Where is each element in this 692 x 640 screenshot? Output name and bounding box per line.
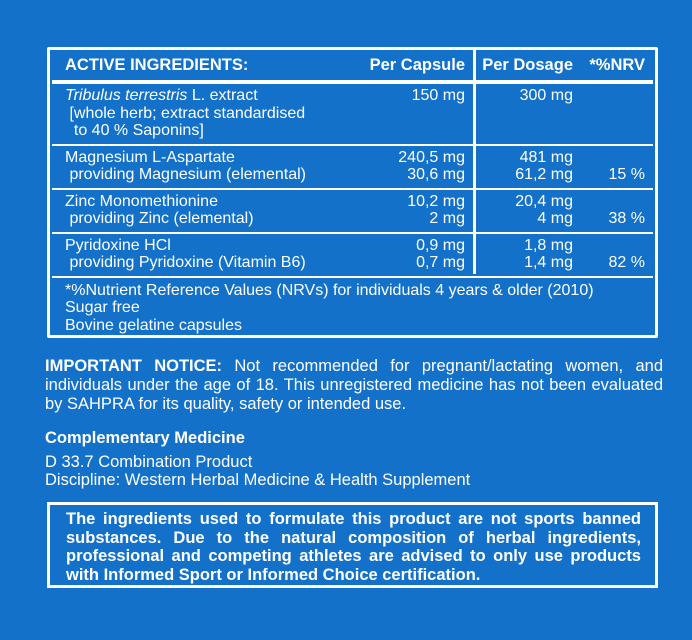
classification-heading: Complementary Medicine: [45, 429, 245, 447]
nrv-value-line: [573, 237, 645, 255]
per-capsule-value-line: 240,5 mg: [398, 148, 465, 166]
ingredient-row: Zinc Monomethionine providing Zinc (elem…: [50, 190, 655, 232]
ingredient-name-line: [whole herb; extract standardised: [65, 104, 306, 122]
nrv-value: 38 %: [573, 193, 645, 228]
column-divider: [473, 50, 476, 274]
ingredient-name: Zinc Monomethionine providing Zinc (elem…: [50, 193, 350, 228]
important-notice-label: IMPORTANT NOTICE:: [45, 357, 223, 375]
per-capsule-value-line: 10,2 mg: [407, 192, 465, 210]
active-ingredients-table: ACTIVE INGREDIENTS: Per Capsule Per Dosa…: [47, 47, 658, 338]
per-capsule-value: 0,9 mg 0,7 mg: [350, 237, 465, 272]
row-separator: [52, 187, 653, 190]
row-separator: [52, 231, 653, 234]
ingredient-name-line: providing Magnesium (elemental): [65, 166, 306, 183]
nrv-value-line: 15 %: [608, 166, 645, 183]
per-dosage-value: 20,4 mg 4 mg: [465, 193, 573, 228]
ingredient-name-line: to 40 % Saponins]: [65, 122, 204, 139]
important-notice: IMPORTANT NOTICE: Not recommended for pr…: [45, 357, 663, 413]
per-capsule-value: 240,5 mg 30,6 mg: [350, 149, 465, 184]
per-dosage-value-line: 481 mg: [519, 148, 573, 166]
nrv-value-line: 82 %: [608, 254, 645, 271]
sports-disclaimer-box: The ingredients used to formulate this p…: [47, 502, 658, 588]
header-active-ingredients: ACTIVE INGREDIENTS:: [65, 56, 249, 74]
nrv-value-line: [573, 193, 645, 211]
header-per-capsule: Per Capsule: [369, 56, 465, 74]
ingredient-name: Pyridoxine HCl providing Pyridoxine (Vit…: [50, 237, 350, 272]
ingredient-name-line: Zinc Monomethionine: [65, 192, 218, 210]
ingredient-row: Pyridoxine HCl providing Pyridoxine (Vit…: [50, 234, 655, 276]
nrv-value-line: [573, 149, 645, 167]
ingredient-rows: Tribulus terrestris L. extract [whole he…: [50, 84, 655, 278]
header-per-dosage: Per Dosage: [482, 56, 573, 74]
per-capsule-value-line: 150 mg: [411, 87, 465, 104]
sports-disclaimer-text: The ingredients used to formulate this p…: [66, 510, 641, 584]
per-capsule-value-line: 30,6 mg: [407, 166, 465, 183]
classification-lines: D 33.7 Combination Product Discipline: We…: [45, 453, 663, 490]
per-dosage-value-line: 20,4 mg: [515, 192, 573, 210]
important-notice-text: Not recommended for pregnant/lactating w…: [45, 357, 664, 413]
per-capsule-value: 10,2 mg 2 mg: [350, 193, 465, 228]
per-capsule-value-line: 0,7 mg: [416, 254, 465, 271]
ingredient-name-line: Tribulus terrestris L. extract: [65, 87, 258, 104]
nrv-value: 82 %: [573, 237, 645, 272]
per-capsule-value-line: 2 mg: [429, 210, 465, 227]
nrv-value-line: 38 %: [608, 210, 645, 227]
per-dosage-value-line: 61,2 mg: [515, 166, 573, 183]
header-separator: [52, 80, 653, 84]
ingredient-name-line: providing Zinc (elemental): [65, 210, 254, 227]
per-dosage-value: 481 mg 61,2 mg: [465, 149, 573, 184]
footnote-line: Bovine gelatine capsules: [65, 316, 243, 334]
classification-block: Complementary Medicine D 33.7 Combinatio…: [45, 429, 663, 490]
row-separator: [52, 275, 653, 278]
nrv-value: [573, 87, 645, 140]
per-dosage-value-line: 4 mg: [537, 210, 573, 227]
footnote-line: Sugar free: [65, 299, 140, 316]
nrv-value: 15 %: [573, 149, 645, 184]
classification-line: D 33.7 Combination Product: [45, 452, 253, 471]
ingredient-name-line: Pyridoxine HCl: [65, 236, 171, 254]
per-capsule-value-line: 0,9 mg: [416, 236, 465, 254]
table-header: ACTIVE INGREDIENTS: Per Capsule Per Dosa…: [50, 50, 655, 80]
ingredient-row: Tribulus terrestris L. extract [whole he…: [50, 84, 655, 144]
per-dosage-value: 300 mg: [465, 87, 573, 140]
ingredient-name: Tribulus terrestris L. extract [whole he…: [50, 87, 350, 140]
table-footnotes: *%Nutrient Reference Values (NRVs) for i…: [50, 278, 655, 335]
ingredient-name-line: providing Pyridoxine (Vitamin B6): [65, 254, 306, 271]
ingredient-name: Magnesium L-Aspartate providing Magnesiu…: [50, 149, 350, 184]
header-nrv: *%NRV: [589, 56, 645, 74]
row-separator: [52, 143, 653, 146]
per-dosage-value: 1,8 mg 1,4 mg: [465, 237, 573, 272]
classification-line: Discipline: Western Herbal Medicine & He…: [45, 471, 471, 489]
ingredient-row: Magnesium L-Aspartate providing Magnesiu…: [50, 146, 655, 188]
ingredient-name-line: Magnesium L-Aspartate: [65, 148, 235, 166]
per-dosage-value-line: 1,4 mg: [524, 254, 573, 271]
per-dosage-value-line: 1,8 mg: [524, 236, 573, 254]
per-capsule-value: 150 mg: [350, 87, 465, 140]
footnote-line: *%Nutrient Reference Values (NRVs) for i…: [65, 281, 594, 299]
per-dosage-value-line: 300 mg: [519, 87, 573, 104]
latin-name-italic: Tribulus terrestris: [65, 87, 188, 104]
